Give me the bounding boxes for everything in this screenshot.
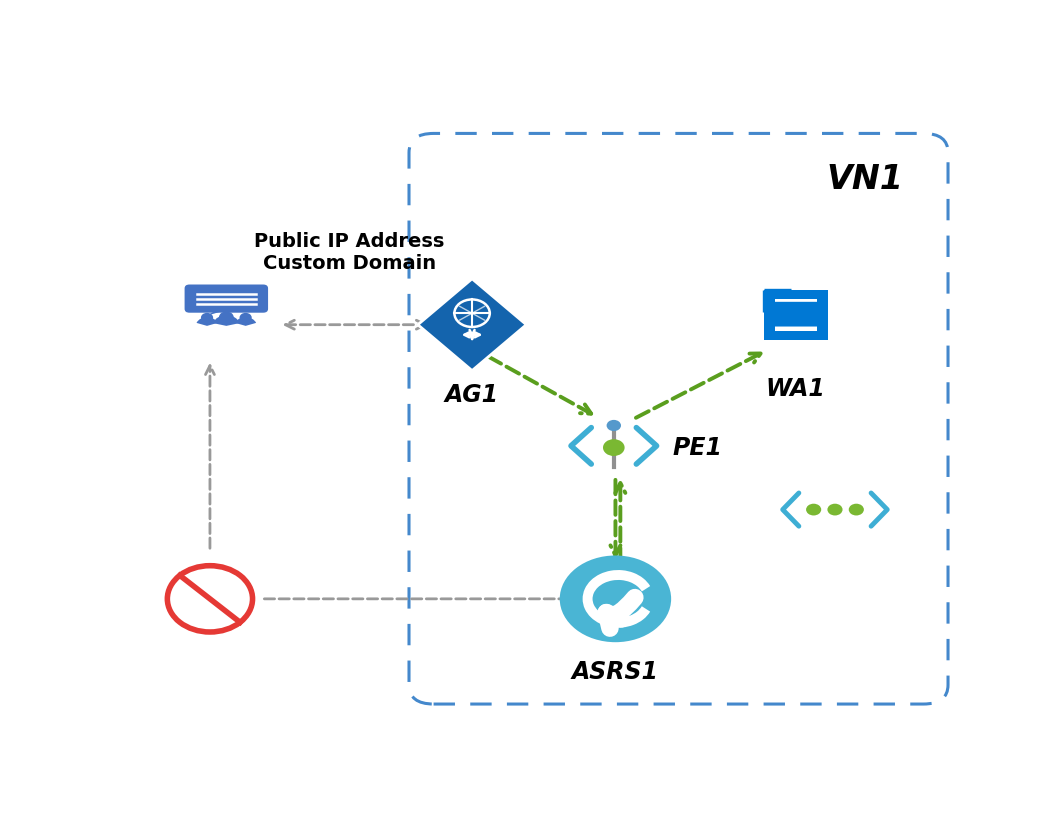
Text: WA1: WA1 — [765, 376, 826, 400]
FancyBboxPatch shape — [185, 285, 268, 313]
Wedge shape — [235, 318, 256, 327]
Text: Public IP Address
Custom Domain: Public IP Address Custom Domain — [254, 232, 444, 273]
Polygon shape — [418, 280, 526, 371]
Polygon shape — [206, 309, 230, 317]
Circle shape — [240, 313, 252, 323]
Circle shape — [560, 556, 671, 643]
Text: AG1: AG1 — [445, 383, 499, 407]
Text: ASRS1: ASRS1 — [572, 660, 659, 684]
FancyBboxPatch shape — [775, 299, 817, 332]
FancyBboxPatch shape — [764, 291, 775, 341]
Circle shape — [849, 504, 864, 516]
Text: PE1: PE1 — [673, 436, 723, 460]
Text: VN1: VN1 — [827, 162, 904, 195]
FancyBboxPatch shape — [817, 291, 828, 341]
Circle shape — [602, 440, 625, 457]
Wedge shape — [197, 318, 218, 327]
FancyBboxPatch shape — [764, 332, 828, 341]
Circle shape — [779, 306, 791, 315]
Circle shape — [789, 304, 802, 314]
Wedge shape — [214, 316, 240, 327]
Circle shape — [201, 313, 214, 323]
Circle shape — [801, 307, 812, 315]
FancyBboxPatch shape — [766, 303, 826, 327]
Circle shape — [806, 504, 821, 516]
FancyBboxPatch shape — [764, 291, 828, 299]
Circle shape — [828, 504, 842, 516]
Circle shape — [219, 312, 234, 323]
Circle shape — [607, 420, 622, 432]
